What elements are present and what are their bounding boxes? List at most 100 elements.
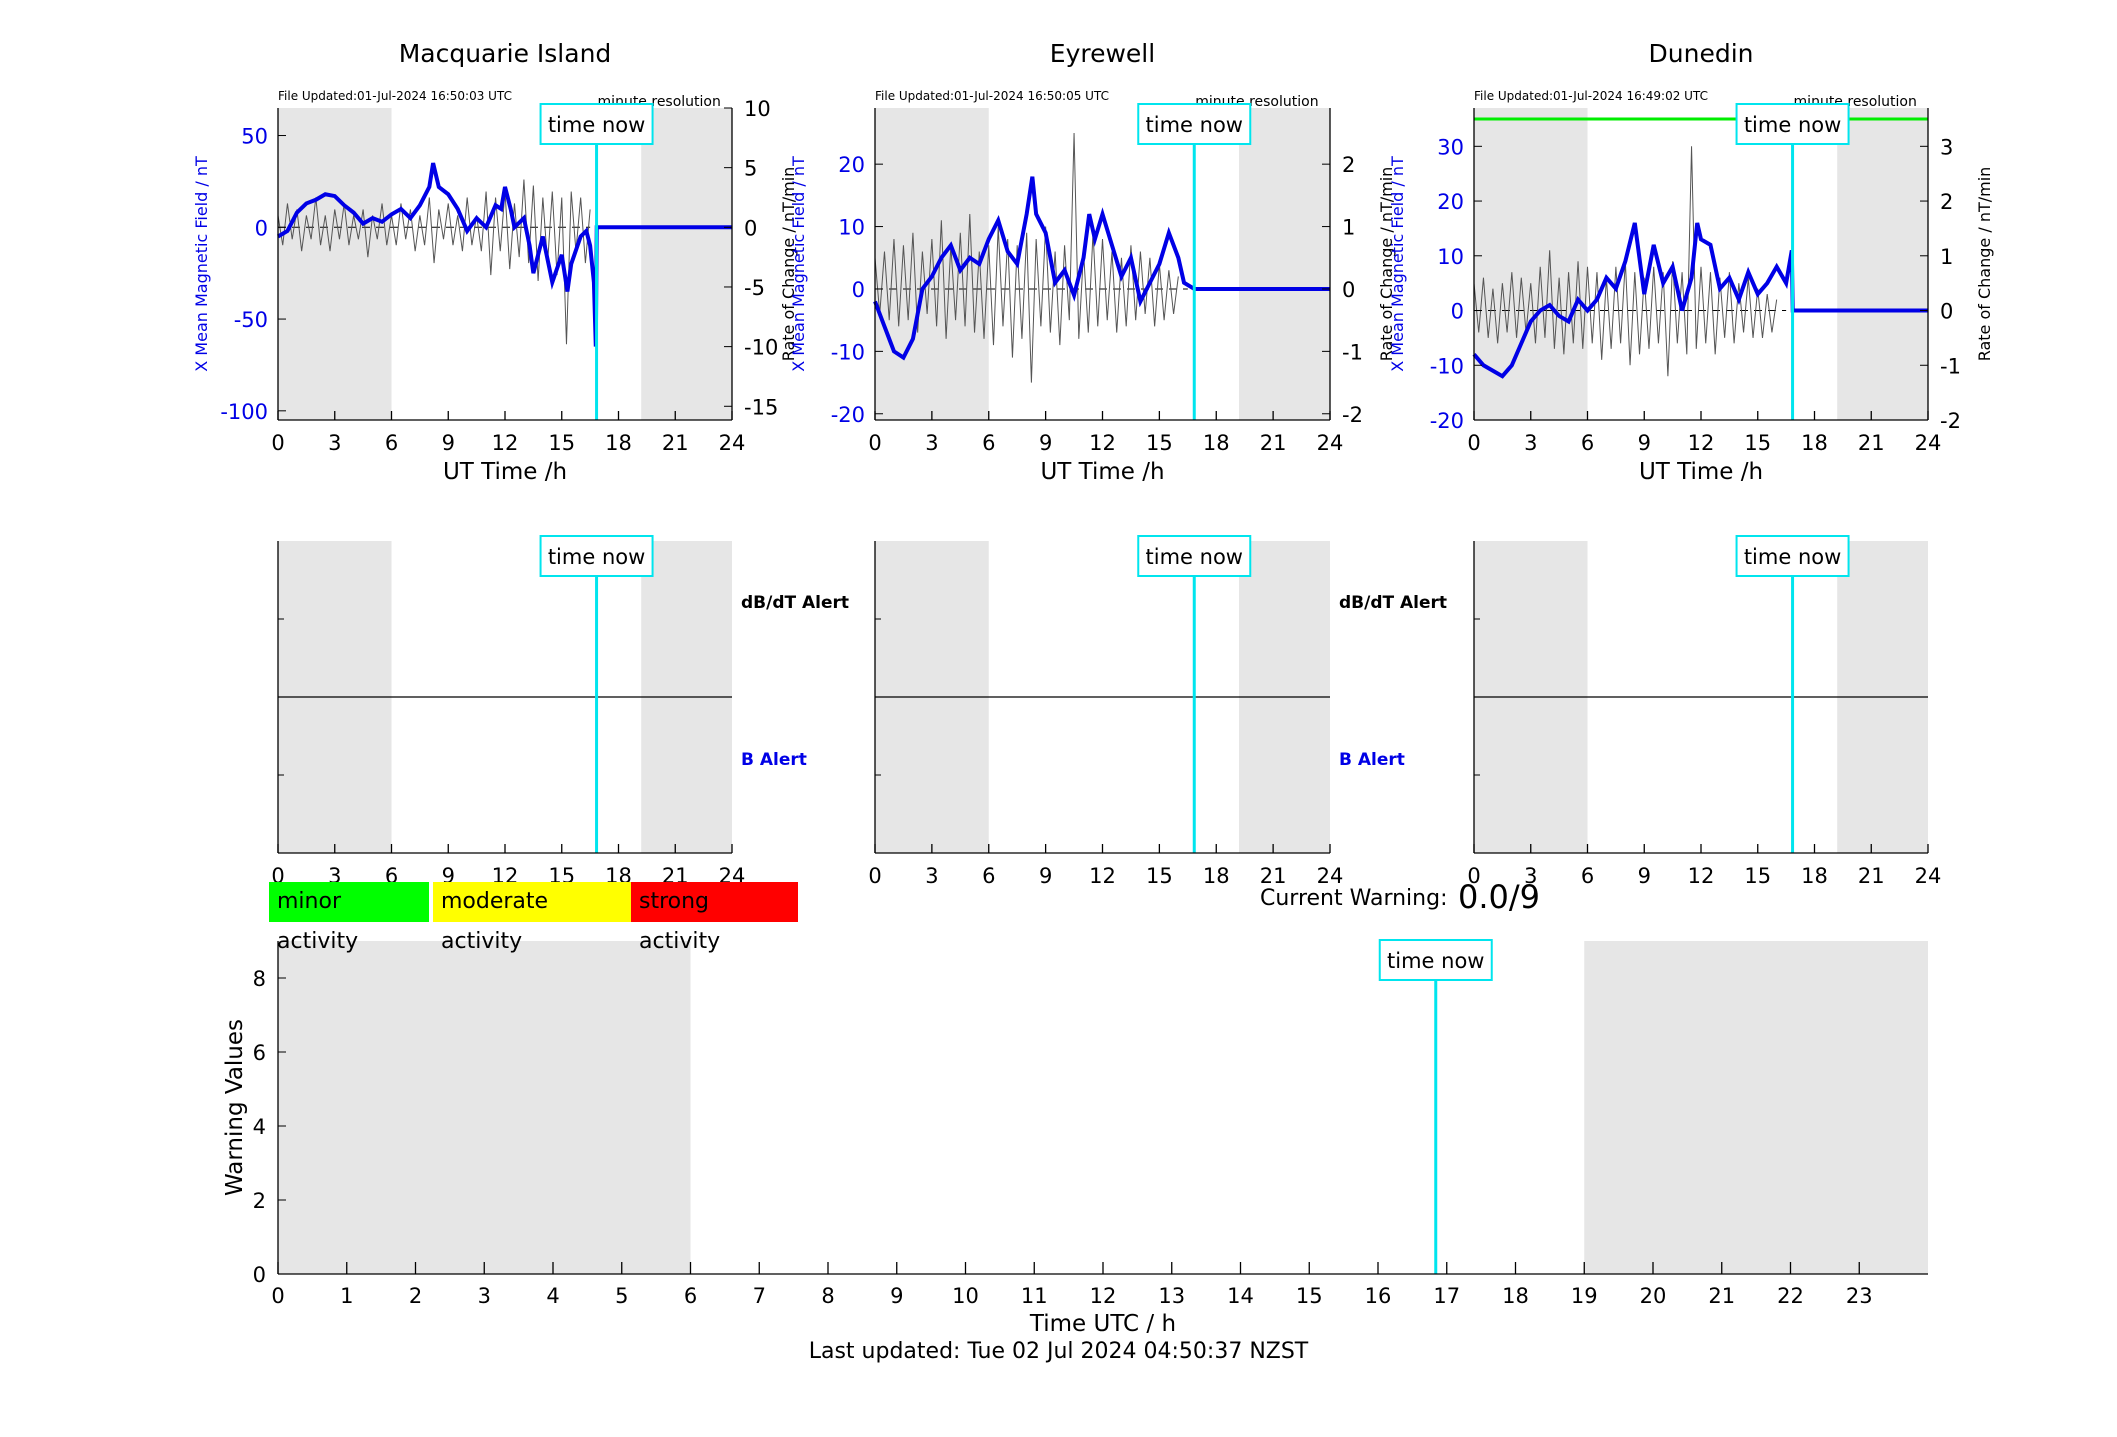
y-tick-label-right: 0 [744,216,757,240]
b-alert-label: B Alert [1339,750,1405,770]
y-tick-label-right: -10 [744,336,778,360]
station-alert-chart: time now 0 3 6 9 12 15 18 21 24 [1467,535,1942,888]
x-tick-label: 18 [1801,864,1828,888]
y-tick-label-right: 3 [1940,135,1953,159]
station-field-chart: Macquarie Island File Updated:01-Jul-2024… [192,39,798,485]
y-tick-label-right: -5 [744,276,765,300]
x-tick-label: 13 [1158,1284,1185,1308]
x-tick-label: 23 [1846,1284,1873,1308]
dbdt-alert-label: dB/dT Alert [1339,593,1447,613]
x-tick-label: 15 [1146,864,1173,888]
night-shading-band [1239,108,1330,420]
x-tick-label: 0 [1467,431,1480,455]
x-tick-label: 22 [1777,1284,1804,1308]
y-tick-label: 4 [253,1115,266,1139]
y-axis-label: Warning Values [222,1019,248,1196]
x-tick-label: 3 [925,864,938,888]
x-tick-label: 6 [385,431,398,455]
x-axis-label: UT Time /h [1040,459,1164,485]
time-now-box [1735,103,1850,145]
x-tick-label: 9 [1039,864,1052,888]
x-tick-label: 9 [890,1284,903,1308]
time-now-label: time now [1744,113,1841,137]
current-warning-value: 0.0/9 [1458,878,1541,916]
x-tick-label: 15 [1744,431,1771,455]
x-tick-label: 18 [1502,1284,1529,1308]
x-tick-label: 19 [1571,1284,1598,1308]
file-updated-text: File Updated:01-Jul-2024 16:50:03 UTC [278,89,512,103]
y-tick-label: 2 [253,1189,266,1213]
night-shading-band [1474,108,1588,420]
x-tick-label: 16 [1365,1284,1392,1308]
station-title: Macquarie Island [399,39,612,68]
y-tick-label-right: 2 [1342,153,1355,177]
station-field-chart: Eyrewell File Updated:01-Jul-2024 16:50:0… [789,39,1396,485]
x-tick-label: 3 [1524,864,1537,888]
x-tick-label: 24 [1915,864,1942,888]
night-shading-band [278,941,691,1274]
y-tick-label-left: -20 [831,403,865,427]
x-tick-label: 3 [328,431,341,455]
x-tick-label: 12 [1090,1284,1117,1308]
x-tick-label: 21 [1260,864,1287,888]
x-tick-label: 18 [1203,431,1230,455]
station-title: Dunedin [1649,39,1754,68]
y-tick-label-left: 0 [255,216,268,240]
x-tick-label: 9 [442,431,455,455]
x-tick-label: 15 [1146,431,1173,455]
y-tick-label-right: 1 [1342,216,1355,240]
magnetic-field-series [873,176,1330,361]
y-tick-label-right: -15 [744,395,778,419]
x-tick-label: 0 [868,431,881,455]
x-tick-label: 12 [1089,864,1116,888]
legend-moderate-activity: moderate activity [433,882,631,954]
x-tick-label: 18 [1801,431,1828,455]
x-tick-label: 1 [340,1284,353,1308]
y-tick-label-right: 0 [1940,300,1953,324]
y-tick-label-left: -10 [831,340,865,364]
y-tick-label: 0 [253,1263,266,1287]
legend-minor-activity: minor activity [269,882,429,954]
x-tick-label: 3 [925,431,938,455]
x-tick-label: 6 [982,864,995,888]
station-title: Eyrewell [1050,39,1155,68]
x-tick-label: 7 [753,1284,766,1308]
x-tick-label: 0 [868,864,881,888]
y-axis-label-left: X Mean Magnetic Field / nT [192,156,211,372]
x-tick-label: 15 [1744,864,1771,888]
x-tick-label: 15 [548,431,575,455]
legend-strong-activity: strong activity [631,882,798,954]
y-tick-label-right: -1 [1342,340,1363,364]
time-now-label: time now [548,113,645,137]
time-now-box [1137,535,1252,577]
y-tick-label-left: -50 [234,308,268,332]
x-tick-label: 3 [478,1284,491,1308]
x-tick-label: 21 [1858,864,1885,888]
x-tick-label: 9 [1039,431,1052,455]
time-now-label: time now [1146,545,1243,569]
x-tick-label: 6 [1581,864,1594,888]
last-updated-text: Last updated: Tue 02 Jul 2024 04:50:37 N… [808,1339,1309,1364]
x-tick-label: 15 [1296,1284,1323,1308]
station-alert-charts: time now dB/dT Alert B Alert 0 3 6 9 12 15 18 21 24… [271,535,1942,888]
x-axis-label: UT Time /h [443,459,567,485]
x-tick-label: 6 [982,431,995,455]
y-axis-label-left: X Mean Magnetic Field / nT [789,156,808,372]
x-tick-label: 17 [1433,1284,1460,1308]
y-axis-label-right: Rate of Change / nT/min [779,167,798,362]
x-tick-label: 14 [1227,1284,1254,1308]
time-now-box [1137,103,1252,145]
x-tick-label: 0 [271,431,284,455]
station-field-chart: Dunedin File Updated:01-Jul-2024 16:49:02… [1388,39,1994,485]
time-now-label: time now [1146,113,1243,137]
time-now-box [1378,939,1493,981]
x-tick-label: 0 [271,1284,284,1308]
night-shading-band [875,108,989,420]
y-tick-label-left: -20 [1430,409,1464,433]
x-axis-label: Time UTC / h [1029,1311,1176,1337]
x-tick-label: 6 [684,1284,697,1308]
y-tick-label-right: -1 [1940,354,1961,378]
